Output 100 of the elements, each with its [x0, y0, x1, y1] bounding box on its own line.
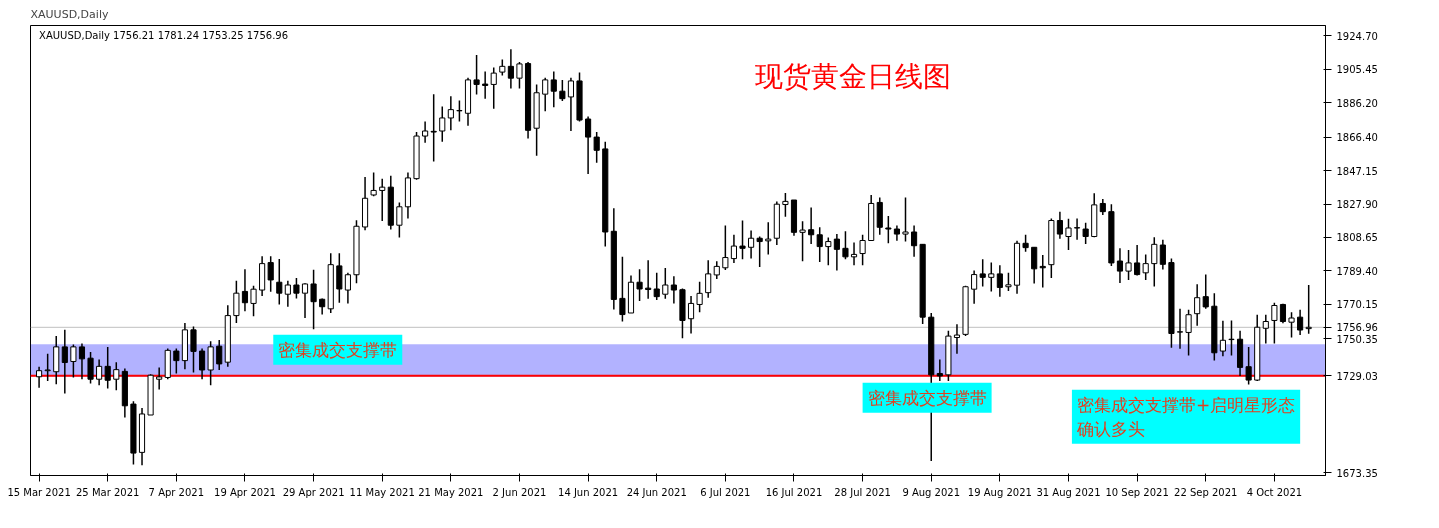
candlestick — [78, 342, 86, 380]
candlestick — [567, 76, 575, 132]
x-tick-label: 4 Oct 2021 — [1246, 486, 1303, 498]
candlestick — [61, 329, 68, 395]
candlestick — [1185, 308, 1192, 357]
candlestick — [996, 264, 1003, 298]
x-tick-label: 15 Mar 2021 — [7, 486, 71, 498]
candlestick — [979, 258, 986, 288]
candlestick — [36, 365, 43, 389]
x-tick-label: 29 Apr 2021 — [282, 486, 345, 498]
candlestick — [430, 93, 437, 163]
y-tick-label: 1905.45 — [1336, 64, 1378, 76]
y-tick-label: 1924.70 — [1336, 30, 1378, 42]
candlestick — [250, 284, 257, 318]
candlestick — [850, 241, 858, 267]
x-tick-label: 11 May 2021 — [349, 486, 415, 498]
candlestick — [971, 269, 978, 305]
annotation: 密集成交支撑带 — [867, 387, 987, 408]
candlestick — [739, 219, 746, 261]
candlestick — [902, 196, 909, 243]
candlestick — [816, 226, 823, 263]
candlestick — [1288, 311, 1295, 339]
y-tick-label: 1827.90 — [1336, 199, 1378, 211]
annotation: 密集成交支撑带+启明星形态确认多头 — [1075, 394, 1296, 439]
candlestick — [730, 234, 737, 264]
candlestick — [336, 252, 343, 304]
candlestick — [842, 230, 849, 261]
x-tick-label: 31 Aug 2021 — [1036, 486, 1101, 498]
candlestick — [593, 131, 600, 164]
candlestick — [619, 256, 626, 323]
candlestick — [241, 268, 249, 312]
candlestick — [1005, 272, 1012, 292]
candlestick — [1065, 218, 1072, 251]
y-tick-label: 1750.35 — [1336, 333, 1378, 345]
candlestick — [542, 76, 549, 112]
candlestick — [756, 235, 763, 268]
y-tick-label: 1886.20 — [1336, 97, 1378, 109]
candlestick — [1056, 210, 1063, 240]
candlestick — [1074, 217, 1081, 241]
candlestick — [645, 259, 652, 300]
candlestick — [293, 277, 300, 300]
candlestick — [233, 279, 240, 324]
x-tick-label: 25 Mar 2021 — [76, 486, 140, 498]
candlestick — [173, 347, 180, 375]
x-tick-label: 21 May 2021 — [418, 486, 484, 498]
candlestick — [585, 115, 592, 175]
ref-line-label: 1756.96 — [1336, 322, 1378, 334]
candlestick — [1151, 236, 1158, 288]
x-tick-label: 7 Apr 2021 — [148, 486, 205, 498]
candlestick — [199, 347, 206, 380]
x-tick-label: 9 Aug 2021 — [902, 486, 961, 498]
candlestick — [1031, 246, 1038, 285]
candlestick — [516, 61, 523, 90]
x-tick-label: 6 Jul 2021 — [700, 486, 751, 498]
y-tick-label: 1770.15 — [1336, 299, 1378, 311]
x-tick-label: 14 Jun 2021 — [558, 486, 619, 498]
candlestick — [301, 282, 309, 319]
candlestick — [490, 66, 497, 110]
y-tick-label: 1866.40 — [1336, 132, 1378, 144]
candlestick — [859, 234, 866, 267]
candlestick — [1194, 283, 1201, 327]
candlestick — [1134, 244, 1141, 277]
candlestick — [284, 279, 291, 308]
annotation: XAUUSD,Daily 1756.21 1781.24 1753.25 1756.96 — [39, 30, 289, 42]
candlestick — [190, 325, 197, 374]
candlestick — [70, 343, 77, 379]
candlestick — [507, 48, 514, 90]
candlestick — [1116, 247, 1124, 284]
candlestick — [1202, 273, 1209, 310]
candlestick — [1159, 239, 1166, 271]
candlestick — [748, 229, 755, 260]
candlestick — [1262, 313, 1269, 345]
candlestick — [1297, 308, 1304, 336]
candlestick — [1271, 301, 1278, 345]
candlestick — [705, 259, 712, 299]
candlestick — [310, 268, 317, 330]
x-tick-label: 10 Sep 2021 — [1105, 486, 1169, 498]
candlestick — [1176, 307, 1184, 350]
candlestick — [670, 275, 677, 305]
y-tick-label: 1673.35 — [1336, 467, 1378, 479]
candlestick — [988, 261, 995, 293]
candlestick — [439, 105, 446, 143]
candlestick — [482, 70, 489, 100]
candlestick — [344, 272, 351, 305]
candlestick — [267, 255, 274, 293]
x-tick-label: 24 Jun 2021 — [626, 486, 687, 498]
x-tick-label: 22 Sep 2021 — [1174, 486, 1238, 498]
candlestick — [765, 221, 772, 256]
candlestick — [696, 280, 703, 314]
candlestick — [1082, 222, 1089, 245]
candlestick — [276, 258, 283, 306]
candlestick — [1142, 253, 1149, 281]
candlestick — [885, 215, 892, 245]
candlestick — [936, 358, 943, 382]
ref-line-label: 1729.03 — [1336, 370, 1378, 382]
candlestick — [113, 361, 120, 391]
candlestick — [96, 358, 103, 387]
candlestick — [808, 206, 815, 245]
candlestick — [396, 201, 403, 239]
candlestick — [1245, 346, 1252, 386]
